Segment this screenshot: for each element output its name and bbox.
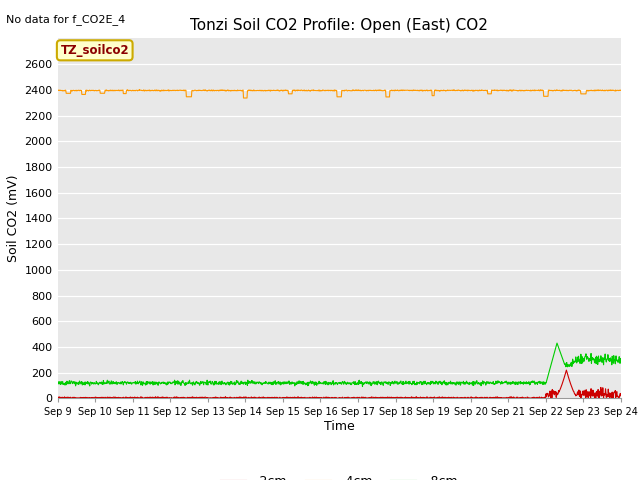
Legend: -2cm, -4cm, -8cm: -2cm, -4cm, -8cm — [216, 470, 463, 480]
X-axis label: Time: Time — [324, 420, 355, 433]
Title: Tonzi Soil CO2 Profile: Open (East) CO2: Tonzi Soil CO2 Profile: Open (East) CO2 — [190, 18, 488, 33]
Y-axis label: Soil CO2 (mV): Soil CO2 (mV) — [7, 175, 20, 262]
Text: No data for f_CO2E_4: No data for f_CO2E_4 — [6, 14, 125, 25]
Text: TZ_soilco2: TZ_soilco2 — [60, 44, 129, 57]
